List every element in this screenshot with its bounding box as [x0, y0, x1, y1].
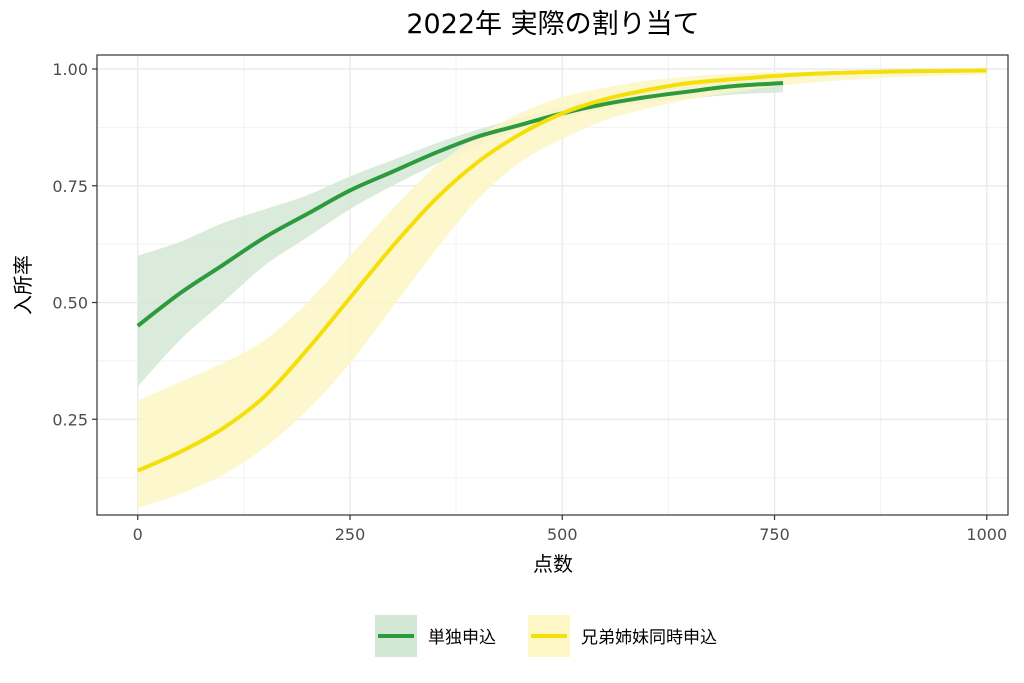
- y-axis-title: 入所率: [11, 255, 35, 315]
- confidence-bands: [137, 69, 987, 508]
- series-lines: [136, 68, 987, 473]
- chart-title: 2022年 実際の割り当て: [406, 9, 699, 40]
- legend-item-0: 単独申込: [375, 615, 496, 657]
- legend-item-1: 兄弟姉妹同時申込: [528, 615, 717, 657]
- y-tick-label: 0.50: [52, 294, 88, 313]
- x-tick-label: 0: [133, 525, 143, 544]
- x-tick-label: 500: [547, 525, 578, 544]
- legend: 単独申込 兄弟姉妹同時申込: [375, 615, 717, 657]
- grid-minor: [97, 55, 1008, 515]
- confidence-band-1: [137, 69, 987, 508]
- y-tick-label: 1.00: [52, 60, 88, 79]
- y-tick-label: 0.75: [52, 177, 88, 196]
- series-line-1: [136, 68, 987, 473]
- x-tick-label: 750: [759, 525, 790, 544]
- y-tick-label: 0.25: [52, 410, 88, 429]
- x-axis: 0 250 500 750 1000: [133, 515, 1007, 544]
- confidence-band-0: [137, 76, 784, 387]
- x-tick-label: 250: [335, 525, 366, 544]
- x-tick-label: 1000: [966, 525, 1007, 544]
- legend-label: 兄弟姉妹同時申込: [581, 628, 717, 648]
- x-axis-title: 点数: [533, 552, 573, 576]
- legend-label: 単独申込: [428, 628, 496, 648]
- y-axis: 0.25 0.50 0.75 1.00: [52, 60, 97, 429]
- series-line-0: [136, 81, 784, 328]
- plot-border: [96, 54, 1009, 516]
- plot-area: [96, 54, 1009, 516]
